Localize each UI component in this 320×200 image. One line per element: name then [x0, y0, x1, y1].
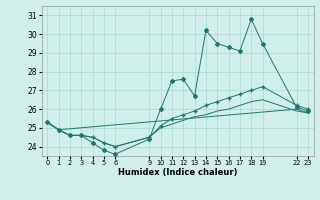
X-axis label: Humidex (Indice chaleur): Humidex (Indice chaleur): [118, 168, 237, 177]
